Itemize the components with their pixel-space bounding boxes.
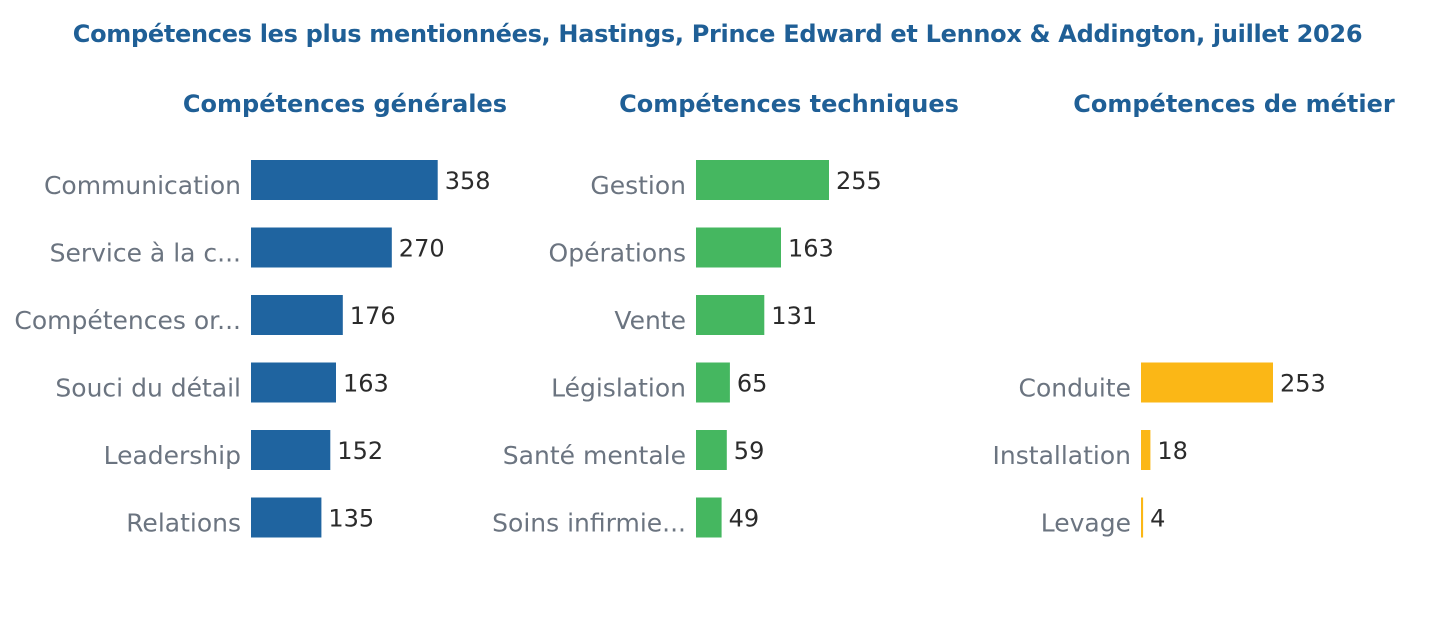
bar (696, 295, 765, 335)
value-label: 358 (445, 167, 491, 195)
category-label: Souci du détail (55, 374, 241, 403)
value-label: 270 (399, 235, 445, 263)
category-label: Santé mentale (503, 441, 686, 470)
category-label: Conduite (1019, 374, 1131, 403)
value-label: 18 (1157, 437, 1188, 465)
category-label: Communication (44, 171, 241, 200)
value-label: 4 (1150, 505, 1165, 533)
value-label: 176 (350, 302, 396, 330)
chart-title: Compétences les plus mentionnées, Hastin… (72, 20, 1363, 48)
value-label: 255 (836, 167, 882, 195)
value-label: 152 (337, 437, 383, 465)
bar (251, 497, 322, 538)
value-label: 253 (1280, 370, 1326, 398)
category-label: Relations (126, 509, 241, 538)
value-label: 135 (328, 505, 374, 533)
category-label: Installation (993, 441, 1131, 470)
bar (251, 430, 331, 470)
panel-title: Compétences techniques (619, 90, 959, 118)
panel-title: Compétences générales (183, 90, 507, 118)
bar (251, 160, 438, 200)
chart-panel-3: Compétences de métier Conduite 253 Installa… (993, 90, 1395, 538)
value-label: 65 (737, 370, 768, 398)
bar (696, 497, 722, 538)
value-label: 163 (788, 235, 834, 263)
bar (696, 227, 781, 268)
bar (696, 430, 727, 470)
bar (1141, 430, 1151, 470)
bar (251, 227, 392, 268)
bar (251, 362, 336, 403)
category-label: Vente (614, 306, 686, 335)
category-label: Levage (1041, 509, 1131, 538)
bar (696, 362, 730, 403)
category-label: Soins infirmie... (492, 509, 686, 538)
category-label: Gestion (590, 171, 686, 200)
value-label: 59 (734, 437, 765, 465)
value-label: 163 (343, 370, 389, 398)
value-label: 131 (771, 302, 817, 330)
chart-panel-2: Compétences techniques Gestion 255 Opératio… (492, 90, 959, 538)
bar (1141, 362, 1273, 403)
category-label: Leadership (104, 441, 241, 470)
panel-title: Compétences de métier (1073, 90, 1395, 118)
category-label: Opérations (549, 239, 686, 268)
category-label: Législation (551, 374, 686, 403)
chart-panel-1: Compétences générales Communication 358 Ser… (14, 90, 507, 538)
category-label: Service à la c... (50, 239, 241, 268)
bar (251, 295, 343, 335)
category-label: Compétences or... (14, 306, 241, 335)
bar (696, 160, 829, 200)
bar (1141, 497, 1144, 538)
value-label: 49 (729, 505, 760, 533)
